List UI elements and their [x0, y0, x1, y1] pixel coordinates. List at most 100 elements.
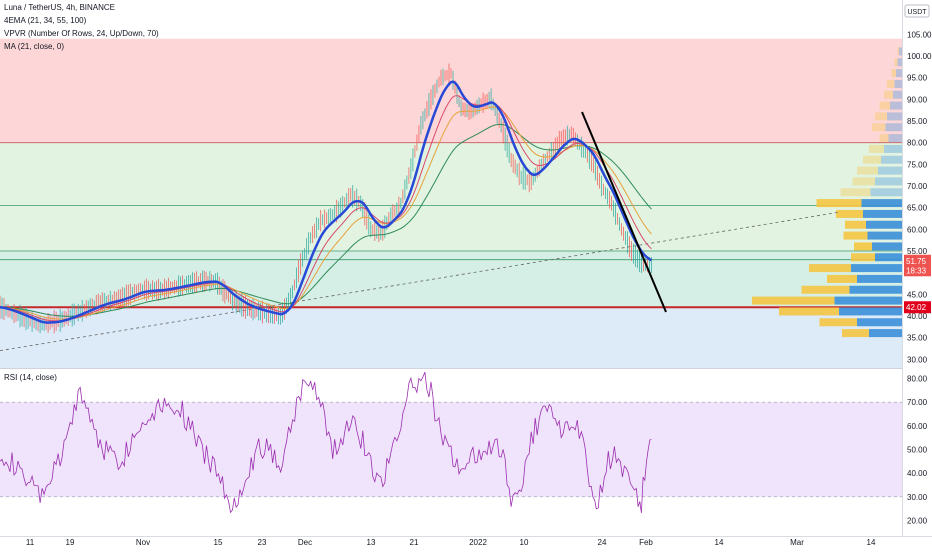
vp-down-bar [870, 188, 902, 197]
vp-down-bar [869, 329, 902, 338]
vp-up-bar [852, 177, 875, 186]
rsi-tick-label: 70.00 [907, 398, 928, 407]
vp-down-bar [839, 307, 902, 316]
time-tick-label: 11 [26, 538, 35, 547]
vp-down-bar [885, 123, 902, 132]
vp-down-bar [897, 58, 902, 67]
vp-down-bar [851, 264, 902, 273]
rsi-tick-label: 20.00 [907, 517, 928, 526]
vp-up-bar [897, 47, 899, 56]
vp-down-bar [894, 79, 902, 88]
price-tick-label: 45.00 [907, 290, 928, 299]
vp-down-bar [857, 274, 902, 283]
price-tick-label: 30.00 [907, 355, 928, 364]
time-tick-label: 14 [867, 538, 876, 547]
vp-down-bar [857, 318, 902, 327]
time-tick-label: Nov [136, 538, 150, 547]
price-tick-label: 90.00 [907, 95, 928, 104]
ema-55-line [0, 106, 652, 320]
vp-up-bar [801, 285, 850, 294]
price-tick-label: 40.00 [907, 312, 928, 321]
rsi-tick-label: 40.00 [907, 469, 928, 478]
vp-down-bar [834, 296, 902, 305]
indicator-legend-ma[interactable]: MA (21, close, 0) [4, 42, 65, 51]
rsi-legend[interactable]: RSI (14, close) [4, 373, 57, 382]
vp-up-bar [842, 329, 869, 338]
rsi-tick-label: 60.00 [907, 422, 928, 431]
ma-21-line [0, 80, 653, 324]
price-tick-label: 80.00 [907, 139, 928, 148]
indicator-legend-vpvr[interactable]: VPVR (Number Of Rows, 24, Up/Down, 70) [4, 29, 159, 38]
price-tick-label: 85.00 [907, 117, 928, 126]
vp-down-bar [893, 90, 902, 99]
currency-box[interactable] [904, 4, 930, 18]
vp-down-bar [881, 155, 902, 164]
vp-down-bar [867, 231, 902, 240]
vp-up-bar [809, 264, 851, 273]
vp-down-bar [872, 242, 902, 251]
zone-0 [0, 38, 902, 143]
price-tick-label: 95.00 [907, 74, 928, 83]
vp-up-bar [872, 123, 886, 132]
price-tick-label: 35.00 [907, 334, 928, 343]
vp-up-bar [816, 199, 862, 208]
countdown-label-bg [904, 264, 931, 277]
vp-up-bar [836, 209, 863, 218]
vp-down-bar [884, 144, 902, 153]
price-tick-label: 100.00 [907, 52, 932, 61]
zone-2 [0, 251, 902, 308]
vp-up-bar [891, 69, 896, 78]
time-tick-label: Mar [790, 538, 804, 547]
vp-down-bar [849, 285, 902, 294]
rising-trendline [0, 211, 841, 352]
price-tick-label: 55.00 [907, 247, 928, 256]
descending-trendline [581, 111, 667, 313]
time-tick-label: 24 [598, 538, 607, 547]
support-price-label-bg [904, 301, 931, 314]
time-tick-label: Dec [298, 538, 312, 547]
current-price-label-bg [904, 254, 931, 267]
vp-up-bar [879, 134, 889, 143]
vp-down-bar [899, 47, 902, 56]
vp-up-bar [851, 253, 875, 262]
symbol-legend[interactable]: Luna / TetherUS, 4h, BINANCE [4, 3, 116, 12]
price-tick-label: 70.00 [907, 182, 928, 191]
time-tick-label: 13 [367, 538, 376, 547]
time-tick-label: Feb [639, 538, 653, 547]
vp-down-bar [861, 199, 902, 208]
price-tick-label: 60.00 [907, 225, 928, 234]
vp-down-bar [875, 177, 902, 186]
vp-down-bar [875, 253, 902, 262]
vp-up-bar [843, 231, 868, 240]
ema-34-line [0, 95, 652, 322]
vp-down-bar [887, 112, 902, 121]
vp-down-bar [896, 69, 902, 78]
vp-up-bar [863, 155, 881, 164]
current-price-label: 51.75 [906, 257, 927, 266]
ema-100-line [0, 123, 652, 317]
rsi-tick-label: 80.00 [907, 374, 928, 383]
time-tick-label: 23 [258, 538, 267, 547]
rsi-line [0, 371, 652, 514]
vp-down-bar [888, 134, 902, 143]
vp-up-bar [845, 220, 866, 229]
price-tick-label: 75.00 [907, 160, 928, 169]
time-tick-label: 21 [410, 538, 419, 547]
vp-up-bar [857, 166, 878, 175]
rsi-tick-label: 50.00 [907, 446, 928, 455]
vp-up-bar [819, 318, 857, 327]
time-tick-label: 14 [715, 538, 724, 547]
currency-label[interactable]: USDT [907, 9, 927, 16]
vp-up-bar [887, 79, 895, 88]
vp-up-bar [884, 90, 893, 99]
countdown-label: 18:33 [906, 266, 927, 275]
time-tick-label: 10 [520, 538, 529, 547]
indicator-legend-ema[interactable]: 4EMA (21, 34, 55, 100) [4, 16, 87, 25]
vp-up-bar [869, 144, 884, 153]
price-tick-label: 105.00 [907, 30, 932, 39]
time-tick-label: 2022 [469, 538, 487, 547]
vp-up-bar [854, 242, 872, 251]
vp-up-bar [875, 112, 887, 121]
